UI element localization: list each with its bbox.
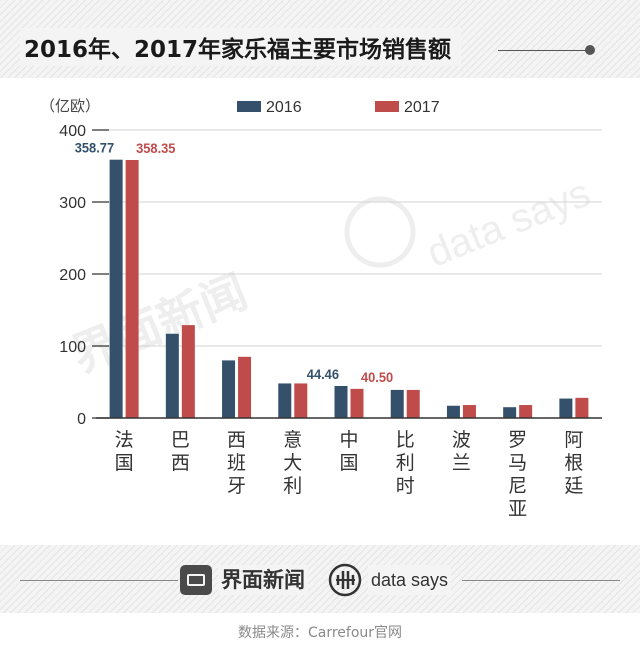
- data-label: 40.50: [361, 369, 393, 385]
- category-label: 西班牙: [227, 429, 246, 497]
- brand-logo-icon: [180, 565, 212, 595]
- chart-title: 2016年、2017年家乐福主要市场销售额: [20, 28, 462, 66]
- y-tick-label: 400: [59, 123, 86, 140]
- bar: [334, 385, 348, 418]
- footer-rule-right: [462, 580, 620, 581]
- bar: [503, 407, 517, 418]
- legend-label: 2017: [404, 99, 440, 116]
- source-note: 数据来源：Carrefour官网: [237, 625, 403, 641]
- y-tick-label: 200: [59, 267, 86, 284]
- bar: [165, 333, 179, 418]
- category-label: 意大利: [283, 429, 302, 497]
- data-label: 44.46: [307, 366, 339, 382]
- category-label: 阿根廷: [564, 429, 583, 497]
- watermark-logo-icon: [344, 196, 416, 268]
- bar: [181, 325, 195, 418]
- title-rule: [498, 50, 588, 51]
- watermark-product: data says: [421, 171, 596, 276]
- bar: [390, 389, 404, 418]
- data-says-label: data says: [368, 565, 452, 595]
- y-tick-label: 100: [59, 339, 86, 356]
- category-label: 罗马尼亚: [508, 429, 527, 520]
- y-tick-label: 300: [59, 195, 86, 212]
- bar: [350, 388, 364, 418]
- data-label: 358.77: [75, 140, 114, 156]
- brand-name: 界面新闻: [218, 565, 308, 595]
- bar: [222, 360, 236, 418]
- legend-swatch: [375, 101, 399, 112]
- category-label: 中国: [339, 429, 358, 474]
- footer-rule-left: [20, 580, 178, 581]
- bar: [446, 405, 460, 418]
- data-label: 358.35: [136, 140, 176, 156]
- bar: [238, 356, 252, 418]
- title-dot: [585, 45, 595, 55]
- y-tick-label: 0: [77, 411, 86, 428]
- bar: [559, 398, 573, 418]
- bar: [462, 405, 476, 418]
- bar: [294, 383, 308, 418]
- footer-band: [0, 545, 640, 613]
- category-label: 波兰: [452, 429, 471, 474]
- legend-label: 2016: [266, 99, 302, 116]
- data-says-icon: [328, 563, 362, 597]
- category-label: 比利时: [396, 429, 415, 497]
- bar: [109, 159, 123, 418]
- bar: [406, 389, 420, 418]
- bar: [575, 397, 589, 418]
- bar: [278, 383, 292, 418]
- axes: [92, 129, 602, 419]
- bar: [519, 405, 533, 418]
- gridlines: [96, 129, 602, 347]
- legend-swatch: [237, 101, 261, 112]
- bar: [125, 159, 139, 418]
- y-unit-label: （亿欧）: [40, 97, 100, 115]
- category-label: 法国: [115, 429, 134, 474]
- bars: [109, 159, 589, 418]
- category-label: 巴西: [171, 429, 190, 474]
